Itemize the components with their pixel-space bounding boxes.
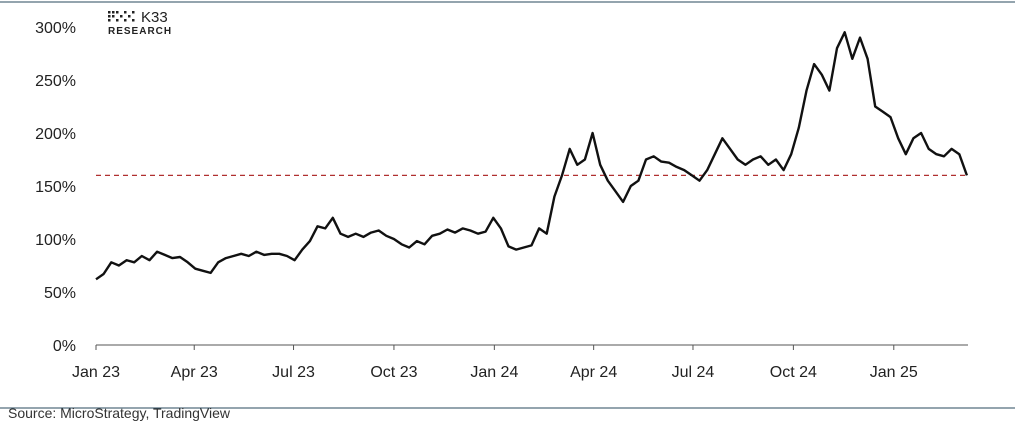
x-tick-label: Jul 23 [272, 364, 315, 381]
x-tick-label: Jul 24 [672, 364, 715, 381]
series-line [95, 31, 969, 281]
x-tick-label: Oct 24 [770, 364, 817, 381]
y-tick-label: 0% [53, 338, 76, 355]
x-tick-label: Jan 23 [72, 364, 120, 381]
brand-sub: RESEARCH [108, 26, 172, 37]
x-tick-label: Apr 23 [171, 364, 218, 381]
y-tick-label: 50% [44, 285, 76, 302]
y-tick-label: 150% [35, 179, 76, 196]
x-tick-label: Oct 23 [370, 364, 417, 381]
source-note: Source: MicroStrategy, TradingView [8, 405, 231, 421]
brand-name: K33 [141, 9, 168, 26]
x-tick-label: Apr 24 [570, 364, 617, 381]
y-tick-label: 200% [35, 126, 76, 143]
y-axis: 0% 50% 100% 150% 200% 250% 300% [35, 20, 76, 355]
series-group [95, 31, 969, 281]
y-tick-label: 300% [35, 20, 76, 37]
x-tick-label: Jan 25 [870, 364, 918, 381]
x-axis: Jan 23 Apr 23 Jul 23 Oct 23 Jan 24 Apr 24 Jul … [72, 344, 968, 381]
x-tick-label: Jan 24 [470, 364, 518, 381]
logo-mark-icon [108, 11, 135, 22]
brand-logo: K33 RESEARCH [108, 9, 172, 37]
y-tick-label: 100% [35, 232, 76, 249]
y-tick-label: 250% [35, 73, 76, 90]
